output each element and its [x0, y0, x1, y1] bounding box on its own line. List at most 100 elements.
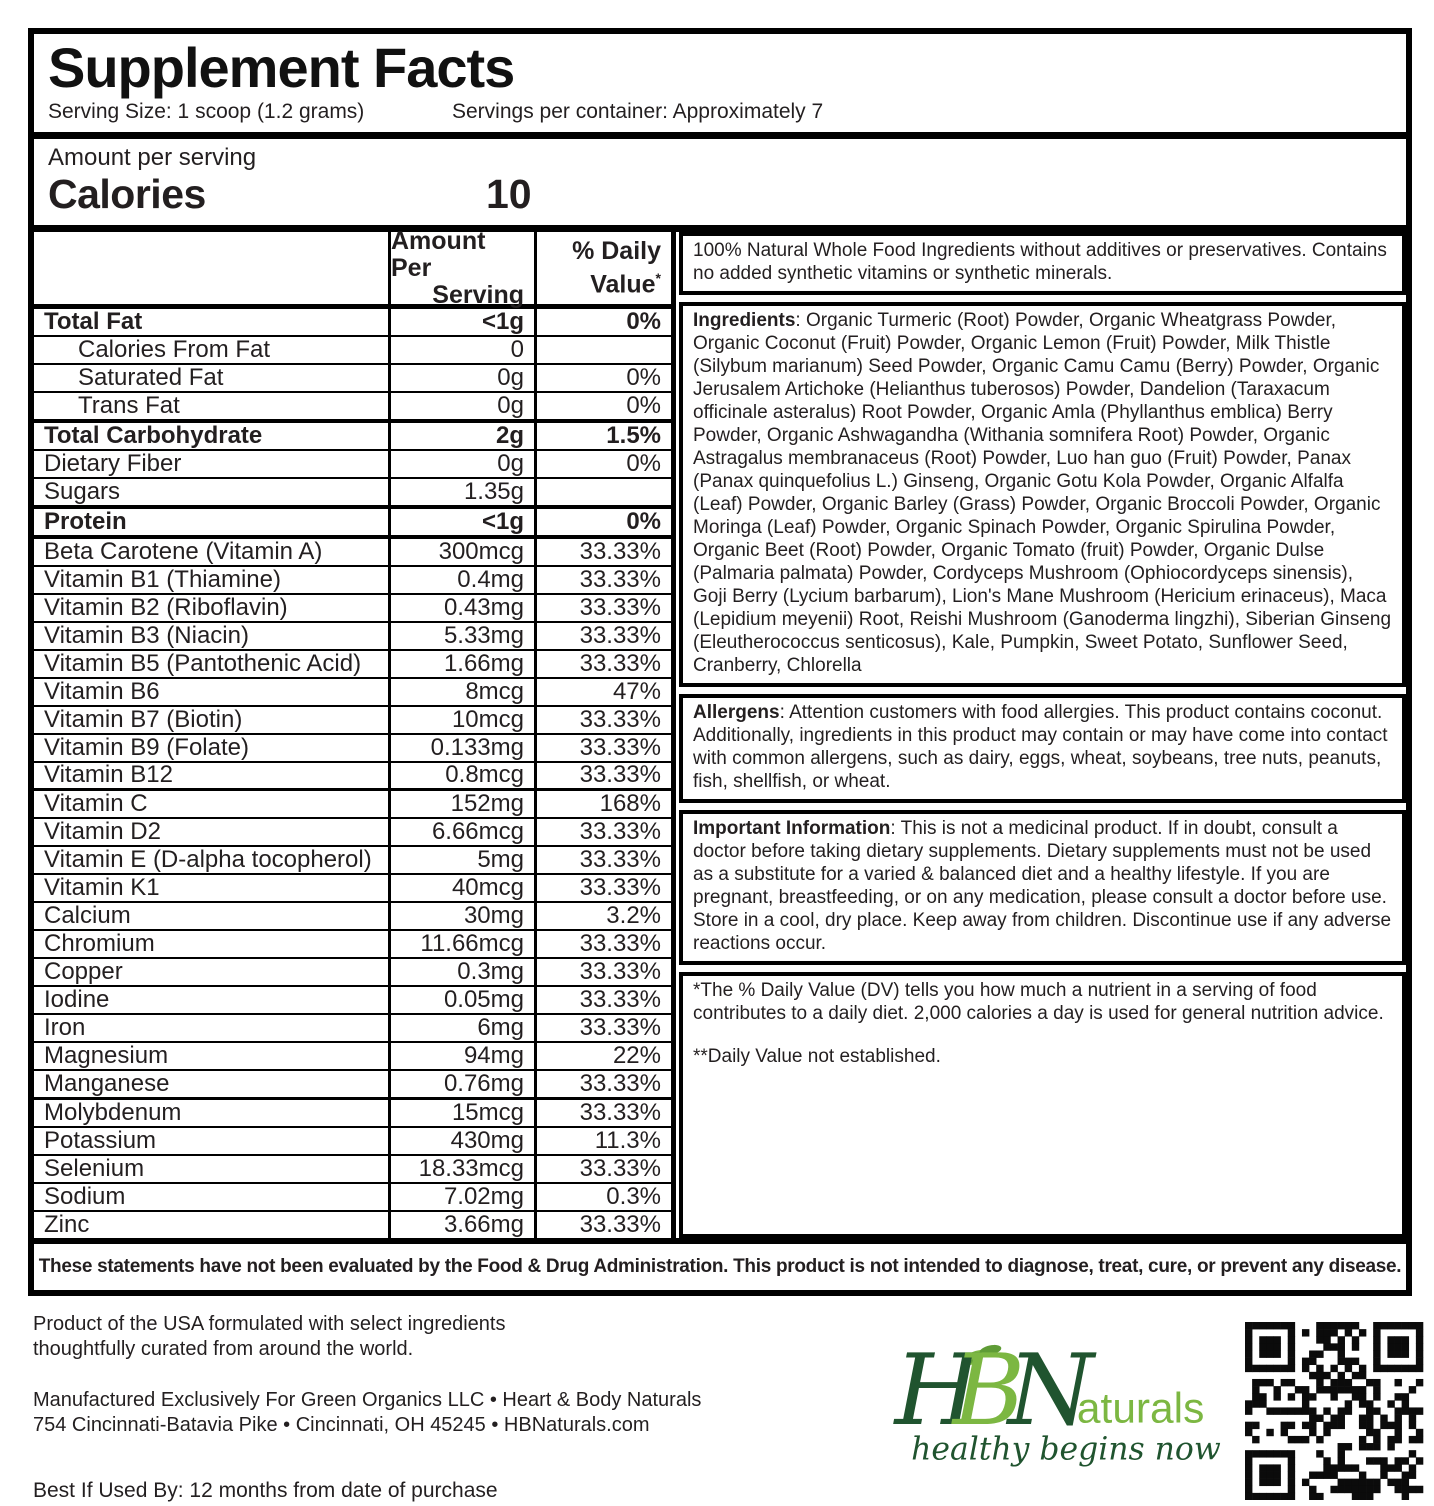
manufacturer-text: Manufactured Exclusively For Green Organ…	[33, 1388, 701, 1438]
leaf-icon	[961, 1344, 1002, 1369]
logo-tagline: healthy begins now	[911, 1431, 1221, 1467]
table-cell-amount: 430mg	[388, 1128, 534, 1155]
table-cell-amount: 152mg	[388, 791, 534, 818]
table-header-amount: Amount Per Serving	[388, 227, 534, 308]
main-content: Amount Per Serving % Daily Value* Total …	[34, 227, 1406, 1238]
table-cell-name: Total Carbohydrate	[44, 422, 263, 449]
table-cell-name: Calories From Fat	[78, 336, 271, 363]
table-row: Magnesium 94mg 22%	[34, 1041, 671, 1070]
table-cell-amount: 0.76mg	[388, 1071, 534, 1098]
product-origin-line1: Product of the USA formulated with selec…	[33, 1313, 506, 1335]
table-row: Sugars 1.35g	[34, 476, 671, 505]
table-header-nutrient	[34, 232, 388, 304]
nutrient-table: Amount Per Serving % Daily Value* Total …	[34, 227, 676, 1238]
table-cell-dv: 0.3%	[534, 1184, 671, 1210]
table-cell-dv: 33.33%	[534, 1156, 671, 1183]
important-info-paragraph: Important Information: This is not a med…	[693, 817, 1392, 955]
table-cell-amount: 6mg	[388, 1015, 534, 1042]
table-row: Vitamin B1 (Thiamine) 0.4mg 33.33%	[34, 564, 671, 593]
table-cell-name: Manganese	[44, 1071, 170, 1098]
table-cell-amount: 1.66mg	[388, 650, 534, 677]
table-cell-name: Beta Carotene (Vitamin A)	[44, 538, 323, 565]
table-row: Iodine 0.05mg 33.33%	[34, 985, 671, 1014]
manufacturer-line1: Manufactured Exclusively For Green Organ…	[33, 1389, 702, 1411]
table-cell-name: Total Fat	[44, 309, 143, 335]
table-cell-dv: 22%	[534, 1043, 671, 1070]
table-cell-amount: <1g	[388, 508, 534, 535]
table-row: Sodium 7.02mg 0.3%	[34, 1182, 671, 1210]
table-row: Beta Carotene (Vitamin A) 300mcg 33.33%	[34, 534, 671, 565]
table-cell-dv: 33.33%	[534, 762, 671, 789]
serving-row: Serving Size: 1 scoop (1.2 grams) Servin…	[48, 100, 1392, 126]
table-cell-name: Iodine	[44, 987, 110, 1014]
table-row: Manganese 0.76mg 33.33%	[34, 1069, 671, 1098]
table-cell-dv: 0%	[534, 450, 671, 477]
table-row: Chromium 11.66mcg 33.33%	[34, 929, 671, 958]
amount-header-line2: Serving	[432, 280, 524, 309]
table-cell-name: Vitamin B5 (Pantothenic Acid)	[44, 650, 362, 677]
daily-value-note-box: *The % Daily Value (DV) tells you how mu…	[679, 972, 1406, 1238]
natural-statement-box: 100% Natural Whole Food Ingredients with…	[679, 232, 1406, 295]
table-cell-amount: 0	[388, 336, 534, 363]
table-cell-name: Vitamin C	[44, 791, 148, 818]
ingredients-box: Ingredients: Organic Turmeric (Root) Pow…	[679, 302, 1406, 687]
table-row: Copper 0.3mg 33.33%	[34, 957, 671, 986]
table-cell-amount: 0.05mg	[388, 987, 534, 1014]
table-cell-amount: 0g	[388, 364, 534, 391]
allergens-label: Allergens	[693, 702, 780, 723]
table-row: Calories From Fat 0	[34, 334, 671, 363]
facts-header: Supplement Facts Serving Size: 1 scoop (…	[34, 34, 1406, 139]
allergens-box: Allergens: Attention customers with food…	[679, 694, 1406, 803]
table-cell-name: Sugars	[44, 478, 121, 505]
calories-row: Calories 10	[48, 171, 1392, 219]
daily-value-note: *The % Daily Value (DV) tells you how mu…	[693, 980, 1384, 1024]
ingredients-label: Ingredients	[693, 310, 796, 331]
important-info-label: Important Information	[693, 818, 891, 839]
table-row: Dietary Fiber 0g 0%	[34, 448, 671, 477]
dv-header-line2: Value*	[590, 269, 661, 299]
table-cell-amount: 0.3mg	[388, 959, 534, 986]
table-cell-dv: 33.33%	[534, 1212, 671, 1238]
table-cell-dv: 168%	[534, 791, 671, 818]
best-by-text: Best If Used By: 12 months from date of …	[33, 1479, 498, 1502]
table-cell-dv: 3.2%	[534, 903, 671, 930]
table-cell-amount: 40mcg	[388, 875, 534, 902]
table-row: Iron 6mg 33.33%	[34, 1013, 671, 1042]
table-row: Vitamin B3 (Niacin) 5.33mg 33.33%	[34, 620, 671, 649]
table-cell-name: Zinc	[44, 1212, 90, 1238]
table-row: Vitamin B5 (Pantothenic Acid) 1.66mg 33.33…	[34, 648, 671, 677]
table-cell-dv: 1.5%	[534, 422, 671, 449]
amount-per-serving-label: Amount per serving	[48, 144, 257, 171]
table-cell-dv: 33.33%	[534, 819, 671, 846]
allergens-paragraph: Allergens: Attention customers with food…	[693, 701, 1392, 793]
table-cell-name: Vitamin D2	[44, 819, 161, 846]
table-cell-dv: 33.33%	[534, 875, 671, 902]
table-cell-name: Vitamin B7 (Biotin)	[44, 706, 243, 733]
calories-value: 10	[486, 171, 532, 217]
table-cell-amount: 1.35g	[388, 478, 534, 505]
table-cell-dv: 0%	[534, 392, 671, 419]
table-cell-dv: 33.33%	[534, 566, 671, 593]
table-cell-amount: 6.66mcg	[388, 819, 534, 846]
table-row: Vitamin C 152mg 168%	[34, 788, 671, 818]
table-cell-amount: 30mg	[388, 903, 534, 930]
table-cell-dv: 33.33%	[534, 1100, 671, 1127]
table-cell-dv: 33.33%	[534, 1015, 671, 1042]
table-cell-dv: 0%	[534, 508, 671, 535]
table-cell-dv: 33.33%	[534, 959, 671, 986]
table-row: Vitamin B12 0.8mcg 33.33%	[34, 760, 671, 789]
table-cell-name: Sodium	[44, 1184, 126, 1210]
table-cell-dv: 33.33%	[534, 706, 671, 733]
table-cell-name: Chromium	[44, 931, 155, 958]
table-row: Zinc 3.66mg 33.33%	[34, 1210, 671, 1238]
table-cell-amount: 2g	[388, 422, 534, 449]
calories-section: Amount per serving Calories 10	[34, 139, 1406, 232]
page-title: Supplement Facts	[48, 36, 515, 99]
ingredients-text: : Organic Turmeric (Root) Powder, Organi…	[693, 310, 1392, 676]
info-column: 100% Natural Whole Food Ingredients with…	[676, 232, 1406, 1238]
table-row: Potassium 430mg 11.3%	[34, 1126, 671, 1155]
table-row: Vitamin B7 (Biotin) 10mcg 33.33%	[34, 704, 671, 733]
table-cell-name: Potassium	[44, 1128, 157, 1155]
table-row: Total Carbohydrate 2g 1.5%	[34, 418, 671, 449]
table-cell-dv: 33.33%	[534, 987, 671, 1014]
